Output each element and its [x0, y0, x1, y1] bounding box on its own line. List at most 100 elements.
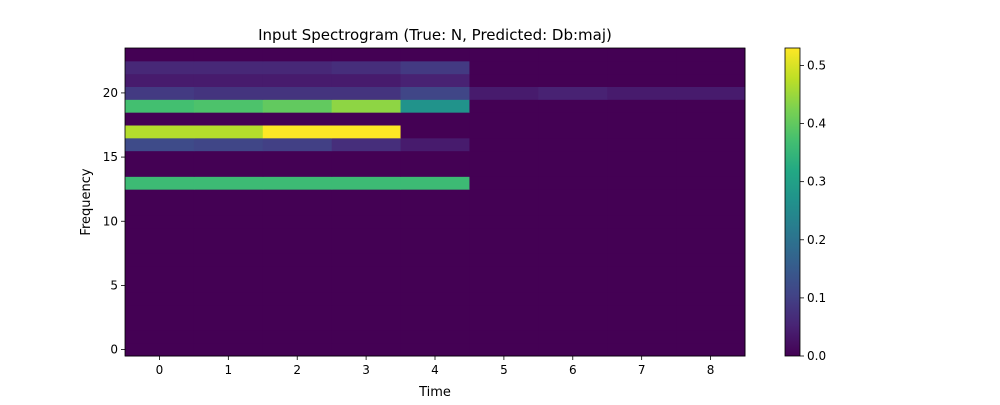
heatmap-cell	[193, 176, 264, 190]
heatmap-cell	[125, 125, 195, 139]
heatmap-cell	[538, 99, 608, 113]
heatmap-cell	[331, 86, 402, 100]
heatmap-cell	[469, 86, 539, 100]
heatmap-cell	[538, 253, 608, 267]
heatmap-cell	[262, 176, 333, 190]
colorbar-tick-label: 0.4	[807, 117, 826, 131]
heatmap-cell	[676, 163, 746, 177]
heatmap-cell	[262, 189, 333, 203]
heatmap-cell	[331, 125, 402, 139]
colorbar-tick-label: 0.2	[807, 233, 826, 247]
heatmap-cell	[607, 137, 677, 152]
heatmap-cell	[125, 253, 195, 267]
y-tick-label: 20	[103, 86, 118, 100]
heatmap-cell	[400, 279, 470, 293]
heatmap-cell	[262, 60, 333, 75]
y-tick-label: 0	[110, 343, 118, 357]
heatmap-cell	[262, 304, 333, 318]
heatmap-cell	[538, 279, 608, 293]
heatmap-cell	[331, 343, 402, 357]
heatmap-cell	[469, 330, 539, 344]
heatmap-cell	[262, 253, 333, 267]
heatmap-cell	[676, 279, 746, 293]
heatmap-cell	[262, 317, 333, 331]
heatmap-cell	[469, 202, 539, 216]
heatmap-cell	[469, 240, 539, 254]
heatmap-cell	[193, 214, 264, 229]
heatmap-cell	[676, 304, 746, 318]
heatmap-cell	[331, 99, 402, 113]
heatmap-cell	[400, 112, 470, 126]
heatmap-cell	[676, 150, 746, 164]
x-tick-label: 3	[362, 363, 370, 377]
heatmap-cell	[607, 150, 677, 164]
heatmap-cell	[607, 266, 677, 280]
heatmap-cell	[193, 202, 264, 216]
heatmap-cell	[469, 150, 539, 164]
heatmap-cells	[125, 48, 746, 357]
heatmap-cell	[469, 99, 539, 113]
heatmap-cell	[538, 266, 608, 280]
heatmap-cell	[262, 227, 333, 241]
heatmap-cell	[676, 176, 746, 190]
heatmap-cell	[400, 189, 470, 203]
heatmap-cell	[125, 189, 195, 203]
heatmap-cell	[400, 266, 470, 280]
heatmap-cell	[262, 86, 333, 100]
heatmap-cell	[262, 99, 333, 113]
heatmap-cell	[262, 279, 333, 293]
heatmap-cell	[125, 150, 195, 164]
heatmap-cell	[400, 317, 470, 331]
colorbar-axis: 0.0 0.1 0.2 0.3 0.4 0.5	[800, 58, 826, 363]
heatmap-cell	[262, 202, 333, 216]
heatmap-cell	[607, 86, 677, 100]
heatmap-cell	[400, 253, 470, 267]
heatmap-cell	[400, 227, 470, 241]
heatmap-cell	[607, 125, 677, 139]
heatmap-cell	[331, 279, 402, 293]
heatmap-cell	[676, 266, 746, 280]
heatmap-cell	[607, 112, 677, 126]
heatmap-cell	[607, 304, 677, 318]
heatmap-cell	[193, 291, 264, 306]
heatmap-cell	[125, 137, 195, 152]
heatmap-cell	[676, 86, 746, 100]
heatmap-cell	[331, 240, 402, 254]
heatmap-cell	[262, 48, 333, 62]
heatmap-cell	[193, 48, 264, 62]
heatmap-cell	[607, 330, 677, 344]
heatmap-cell	[538, 163, 608, 177]
y-tick-label: 15	[103, 150, 118, 164]
heatmap-cell	[607, 99, 677, 113]
heatmap-cell	[607, 48, 677, 62]
heatmap-cell	[676, 291, 746, 306]
heatmap-cell	[676, 99, 746, 113]
heatmap-cell	[676, 317, 746, 331]
x-tick-label: 0	[156, 363, 164, 377]
heatmap-cell	[469, 227, 539, 241]
heatmap-cell	[193, 163, 264, 177]
heatmap-cell	[331, 291, 402, 306]
heatmap-cell	[400, 125, 470, 139]
heatmap-cell	[607, 291, 677, 306]
heatmap-cell	[262, 330, 333, 344]
colorbar-tick-label: 0.0	[807, 349, 826, 363]
heatmap-cell	[331, 317, 402, 331]
x-tick-label: 5	[500, 363, 508, 377]
x-axis-label: Time	[418, 385, 451, 400]
heatmap-cell	[125, 279, 195, 293]
heatmap-cell	[469, 176, 539, 190]
heatmap-cell	[607, 240, 677, 254]
heatmap-cell	[125, 48, 195, 62]
heatmap-cell	[607, 189, 677, 203]
heatmap-cell	[607, 60, 677, 75]
heatmap-cell	[676, 214, 746, 229]
heatmap-cell	[538, 202, 608, 216]
heatmap-cell	[193, 266, 264, 280]
heatmap-cell	[125, 163, 195, 177]
heatmap-cell	[676, 202, 746, 216]
heatmap-cell	[193, 304, 264, 318]
x-tick-label: 8	[707, 363, 715, 377]
heatmap-cell	[193, 73, 264, 87]
heatmap-cell	[331, 73, 402, 87]
